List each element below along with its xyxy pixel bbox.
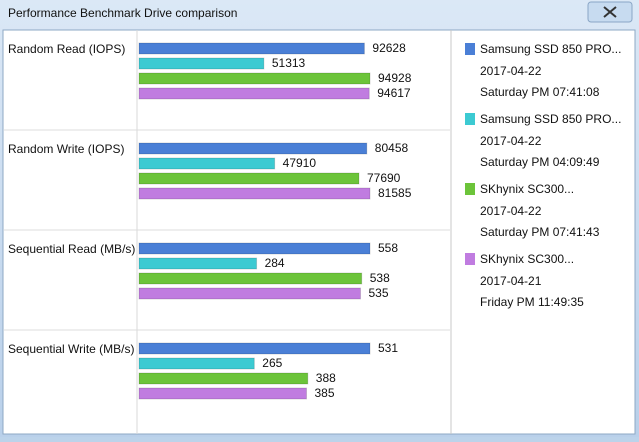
value-label: 77690 [367,171,401,185]
legend-date: 2017-04-22 [480,64,542,78]
value-label: 538 [370,271,390,285]
window-title: Performance Benchmark Drive comparison [8,6,237,20]
legend-date: 2017-04-22 [480,204,542,218]
category-label: Random Read (IOPS) [8,42,125,56]
category-label: Sequential Write (MB/s) [8,342,135,356]
bar [138,257,258,270]
value-label: 81585 [378,186,412,200]
category-label: Sequential Read (MB/s) [8,242,135,256]
legend-swatch [465,253,475,265]
legend-name: Samsung SSD 850 PRO... [480,42,621,56]
legend-name: SKhynix SC300... [480,252,574,266]
legend-name: SKhynix SC300... [480,182,574,196]
bar [138,187,371,200]
legend-time: Saturday PM 04:09:49 [480,155,600,169]
legend-swatch [465,183,475,195]
legend-time: Saturday PM 07:41:43 [480,225,600,239]
bar [138,372,309,385]
value-label: 265 [262,356,282,370]
legend-swatch [465,113,475,125]
value-label: 47910 [283,156,317,170]
close-icon [603,6,617,18]
bar [138,342,371,355]
bar [138,87,370,100]
bar [138,172,360,185]
bar [138,57,265,70]
legend-time: Saturday PM 07:41:08 [480,85,600,99]
bar [138,142,368,155]
value-label: 94617 [377,86,411,100]
bar [138,42,365,55]
bar [138,72,371,85]
value-label: 80458 [375,141,409,155]
category-label: Random Write (IOPS) [8,142,124,156]
legend-name: Samsung SSD 850 PRO... [480,112,621,126]
value-label: 388 [316,371,336,385]
legend-date: 2017-04-21 [480,274,542,288]
legend-swatch [465,43,475,55]
value-label: 531 [378,341,398,355]
legend-date: 2017-04-22 [480,134,542,148]
bar [138,242,371,255]
bar [138,387,307,400]
value-label: 558 [378,241,398,255]
legend-time: Friday PM 11:49:35 [480,295,584,309]
bar [138,357,255,370]
value-label: 385 [314,386,334,400]
bar [138,287,361,300]
value-label: 94928 [378,71,412,85]
value-label: 535 [368,286,388,300]
bar [138,272,363,285]
bar [138,157,276,170]
value-label: 284 [265,256,285,270]
value-label: 92628 [372,41,406,55]
value-label: 51313 [272,56,306,70]
